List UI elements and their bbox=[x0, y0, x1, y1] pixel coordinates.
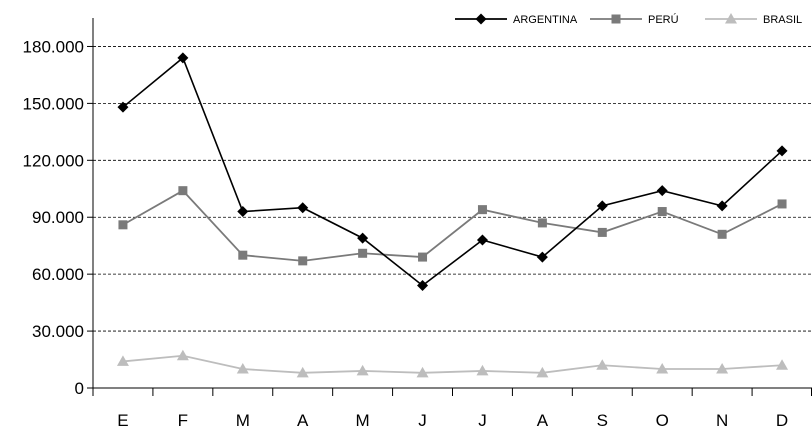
x-tick-label: A bbox=[297, 411, 309, 430]
legend-marker-brasil bbox=[725, 13, 737, 24]
y-tick-label: 30.000 bbox=[32, 322, 84, 341]
data-point-argentina bbox=[536, 251, 548, 263]
data-point-argentina bbox=[596, 200, 608, 212]
y-tick-label: 60.000 bbox=[32, 265, 84, 284]
data-point-per bbox=[597, 227, 607, 237]
data-point-brasil bbox=[356, 364, 369, 376]
data-point-brasil bbox=[236, 363, 249, 374]
grid-lines bbox=[93, 46, 812, 332]
data-point-argentina bbox=[177, 52, 189, 64]
data-point-per bbox=[298, 256, 308, 266]
data-point-argentina bbox=[297, 202, 309, 214]
legend-marker-argentina bbox=[475, 13, 487, 25]
x-tick-label: O bbox=[656, 411, 669, 430]
x-tick-label: M bbox=[236, 411, 250, 430]
legend-item-brasil: BRASIL bbox=[705, 13, 802, 26]
data-point-brasil bbox=[596, 359, 609, 370]
data-point-argentina bbox=[656, 185, 668, 197]
data-point-argentina bbox=[117, 101, 129, 113]
data-point-brasil bbox=[476, 364, 489, 376]
data-point-argentina bbox=[417, 280, 429, 292]
series-brasil bbox=[116, 349, 789, 378]
legend-label-argentina: ARGENTINA bbox=[513, 14, 578, 26]
data-point-per bbox=[537, 218, 547, 228]
data-point-brasil bbox=[296, 366, 309, 378]
x-tick-label: D bbox=[776, 411, 788, 430]
data-point-per bbox=[238, 250, 248, 260]
data-point-brasil bbox=[176, 349, 189, 361]
x-tick-label: M bbox=[356, 411, 370, 430]
legend: ARGENTINA PERÚ BRASIL bbox=[455, 13, 802, 26]
x-tick-label: N bbox=[716, 411, 728, 430]
data-point-argentina bbox=[476, 234, 488, 246]
y-tick-label: 150.000 bbox=[23, 94, 84, 113]
data-point-per bbox=[717, 229, 727, 239]
axes bbox=[87, 18, 812, 396]
series-per bbox=[118, 186, 787, 266]
x-tick-label: S bbox=[597, 411, 608, 430]
series-argentina bbox=[117, 52, 788, 292]
data-point-brasil bbox=[416, 366, 429, 378]
legend-marker-per bbox=[611, 14, 621, 24]
data-series bbox=[116, 52, 789, 378]
legend-label-per: PERÚ bbox=[648, 13, 679, 26]
data-point-per bbox=[777, 199, 787, 209]
series-line-per bbox=[122, 189, 783, 262]
y-tick-label: 90.000 bbox=[32, 208, 84, 227]
data-point-argentina bbox=[357, 232, 369, 244]
data-point-per bbox=[657, 207, 667, 217]
data-point-brasil bbox=[116, 355, 129, 366]
data-point-per bbox=[118, 220, 128, 230]
data-point-brasil bbox=[656, 363, 669, 374]
x-tick-label: E bbox=[117, 411, 128, 430]
y-tick-label: 120.000 bbox=[23, 151, 84, 170]
series-line-argentina bbox=[122, 56, 783, 287]
data-point-argentina bbox=[716, 200, 728, 212]
data-point-per bbox=[358, 248, 368, 258]
data-point-argentina bbox=[237, 206, 249, 218]
x-tick-label: F bbox=[178, 411, 188, 430]
x-tick-label: J bbox=[418, 411, 427, 430]
series-line-brasil bbox=[122, 354, 783, 374]
legend-item-per: PERÚ bbox=[590, 13, 679, 26]
data-point-per bbox=[418, 252, 428, 262]
data-point-argentina bbox=[776, 145, 788, 157]
data-point-brasil bbox=[536, 366, 549, 378]
y-tick-label: 0 bbox=[75, 379, 84, 398]
legend-item-argentina: ARGENTINA bbox=[455, 13, 578, 26]
data-point-brasil bbox=[716, 363, 729, 374]
data-point-per bbox=[477, 205, 487, 215]
x-tick-label: A bbox=[537, 411, 549, 430]
data-point-brasil bbox=[776, 359, 789, 370]
y-tick-labels: 0 30.000 60.000 90.000 120.000 150.000 180.000 bbox=[23, 37, 84, 398]
data-point-per bbox=[178, 186, 188, 196]
x-tick-label: J bbox=[478, 411, 487, 430]
y-tick-label: 180.000 bbox=[23, 37, 84, 56]
legend-label-brasil: BRASIL bbox=[763, 14, 802, 26]
